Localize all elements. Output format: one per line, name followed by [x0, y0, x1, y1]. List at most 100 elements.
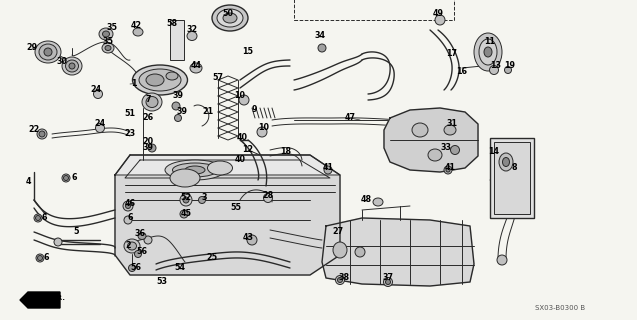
Ellipse shape [180, 210, 188, 218]
Bar [490, 138, 534, 218]
Text: 37: 37 [382, 274, 394, 283]
Ellipse shape [166, 72, 178, 80]
Text: 16: 16 [457, 68, 468, 76]
Text: 3: 3 [201, 194, 207, 203]
Ellipse shape [127, 242, 136, 250]
Bar [294, 0, 454, 20]
Text: 27: 27 [333, 228, 343, 236]
Ellipse shape [239, 95, 249, 105]
Text: 31: 31 [447, 119, 457, 129]
Text: 57: 57 [213, 74, 224, 83]
Ellipse shape [44, 48, 52, 56]
Text: 5: 5 [73, 228, 79, 236]
Text: 12: 12 [243, 146, 254, 155]
Ellipse shape [187, 31, 197, 41]
Ellipse shape [428, 149, 442, 161]
Ellipse shape [102, 43, 114, 53]
Ellipse shape [37, 129, 47, 139]
Ellipse shape [144, 236, 152, 244]
Text: 8: 8 [511, 164, 517, 172]
Ellipse shape [247, 235, 257, 245]
Ellipse shape [129, 265, 136, 271]
Text: SX03-B0300 B: SX03-B0300 B [535, 305, 585, 311]
Ellipse shape [183, 197, 189, 203]
Ellipse shape [123, 201, 133, 211]
Text: 20: 20 [143, 138, 154, 147]
Text: 38: 38 [338, 274, 350, 283]
Text: 39: 39 [176, 108, 187, 116]
Ellipse shape [385, 279, 390, 284]
Text: 18: 18 [280, 148, 292, 156]
Text: 11: 11 [485, 37, 496, 46]
Text: 6: 6 [41, 213, 47, 222]
Ellipse shape [35, 41, 61, 63]
Ellipse shape [503, 157, 510, 166]
Text: 24: 24 [90, 85, 101, 94]
Polygon shape [115, 155, 340, 175]
Text: 17: 17 [447, 50, 457, 59]
Text: 41: 41 [322, 164, 334, 172]
Ellipse shape [444, 166, 452, 174]
Text: 42: 42 [131, 21, 141, 30]
Ellipse shape [69, 63, 75, 69]
Ellipse shape [217, 9, 243, 27]
Ellipse shape [39, 131, 45, 137]
Text: 2: 2 [125, 242, 131, 251]
Ellipse shape [333, 242, 347, 258]
Ellipse shape [264, 194, 273, 203]
Ellipse shape [132, 65, 187, 95]
Ellipse shape [36, 215, 41, 220]
Ellipse shape [133, 28, 143, 36]
Ellipse shape [180, 194, 192, 206]
Text: 29: 29 [27, 44, 38, 52]
Text: 35: 35 [103, 37, 113, 46]
Ellipse shape [148, 144, 156, 152]
Text: 52: 52 [180, 194, 192, 203]
Text: 15: 15 [243, 47, 254, 57]
Ellipse shape [62, 57, 82, 75]
Text: 1: 1 [131, 79, 137, 89]
Text: 41: 41 [445, 164, 455, 172]
Text: 4: 4 [25, 178, 31, 187]
Text: 22: 22 [29, 125, 39, 134]
Text: 40: 40 [234, 156, 245, 164]
Text: 36: 36 [134, 229, 145, 238]
Text: 33: 33 [441, 143, 452, 153]
Ellipse shape [199, 196, 206, 204]
Ellipse shape [450, 146, 459, 155]
Ellipse shape [257, 127, 267, 137]
Ellipse shape [474, 33, 502, 71]
Text: 26: 26 [143, 114, 154, 123]
Ellipse shape [172, 102, 180, 110]
Ellipse shape [223, 13, 237, 23]
Text: 23: 23 [124, 130, 136, 139]
Ellipse shape [125, 204, 131, 209]
Ellipse shape [173, 163, 217, 177]
Text: 7: 7 [145, 95, 151, 105]
Text: 25: 25 [206, 253, 218, 262]
Ellipse shape [105, 45, 111, 51]
Ellipse shape [138, 233, 146, 239]
Text: 10: 10 [259, 124, 269, 132]
Ellipse shape [484, 47, 492, 57]
Text: 13: 13 [490, 61, 501, 70]
Ellipse shape [208, 161, 233, 175]
Text: 28: 28 [262, 191, 274, 201]
Text: 6: 6 [43, 253, 49, 262]
Text: 19: 19 [505, 61, 515, 70]
Ellipse shape [318, 44, 326, 52]
Ellipse shape [446, 168, 450, 172]
Ellipse shape [170, 169, 200, 187]
Ellipse shape [373, 198, 383, 206]
Text: 58: 58 [166, 20, 178, 28]
Text: 53: 53 [157, 277, 168, 286]
Polygon shape [322, 218, 474, 286]
Ellipse shape [34, 214, 42, 222]
Ellipse shape [497, 255, 507, 265]
Text: 45: 45 [180, 210, 192, 219]
Bar [494, 142, 530, 214]
Text: 9: 9 [251, 106, 257, 115]
Ellipse shape [412, 123, 428, 137]
Text: 30: 30 [57, 58, 68, 67]
Text: 6: 6 [71, 173, 76, 182]
